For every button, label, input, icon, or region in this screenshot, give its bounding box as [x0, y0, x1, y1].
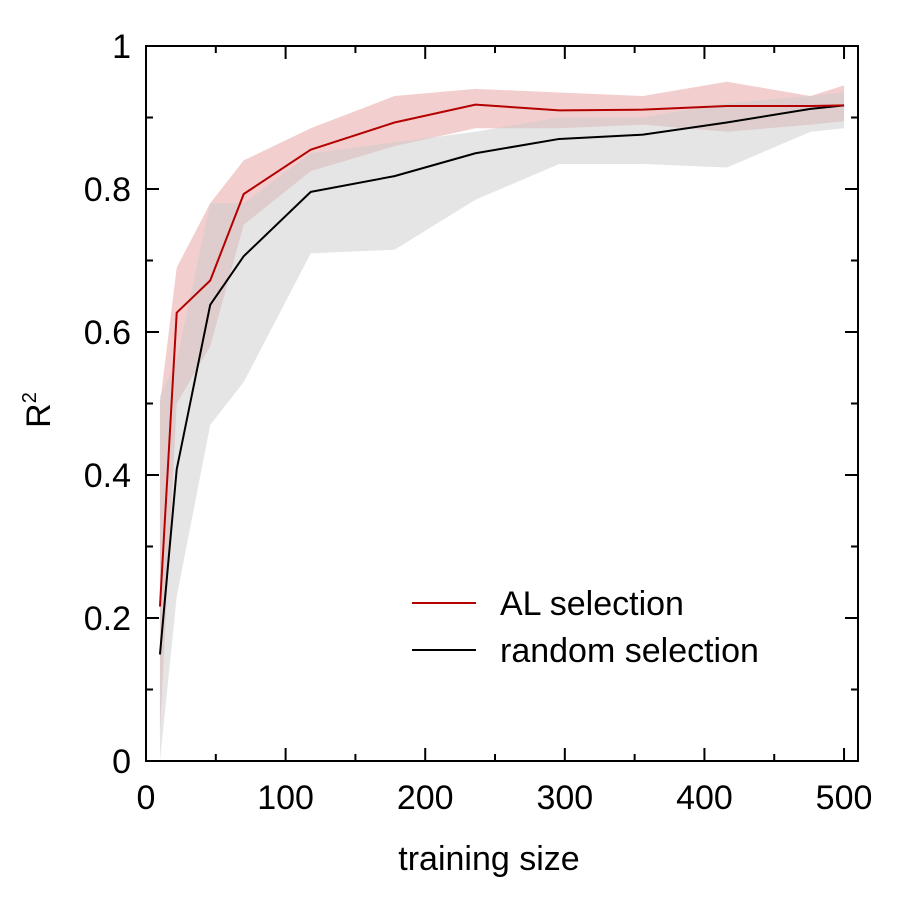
- axis-ticks: [145, 45, 858, 762]
- svg-text:R2: R2: [19, 392, 58, 428]
- y-axis-title-main: R: [20, 403, 58, 428]
- x-tick-label: 300: [536, 779, 593, 817]
- y-tick-label: 0.2: [84, 600, 131, 638]
- legend-label-al-selection: AL selection: [500, 585, 684, 623]
- x-tick-label: 100: [257, 779, 314, 817]
- line-al-selection: [158, 103, 845, 607]
- y-tick-label: 0.4: [84, 457, 131, 495]
- x-tick-label: 400: [676, 779, 733, 817]
- legend-label-random-selection: random selection: [500, 632, 759, 670]
- x-axis-title: training size: [398, 840, 579, 878]
- y-tick-label: 0.8: [84, 171, 131, 209]
- y-tick-label: 1: [112, 28, 131, 66]
- y-tick-label: 0: [112, 743, 131, 781]
- y-axis-title: R2: [19, 392, 58, 428]
- tick-labels: 0 100 200 300 400 500 0 0.2 0.4 0.6 0.8 1: [84, 28, 873, 817]
- line-random-selection: [158, 104, 845, 655]
- series-lines: [158, 103, 845, 655]
- x-tick-label: 0: [137, 779, 156, 817]
- y-axis-title-superscript: 2: [19, 392, 41, 403]
- x-tick-label: 200: [397, 779, 454, 817]
- legend: AL selection random selection: [412, 585, 759, 670]
- y-tick-label: 0.6: [84, 314, 131, 352]
- x-tick-label: 500: [816, 779, 873, 817]
